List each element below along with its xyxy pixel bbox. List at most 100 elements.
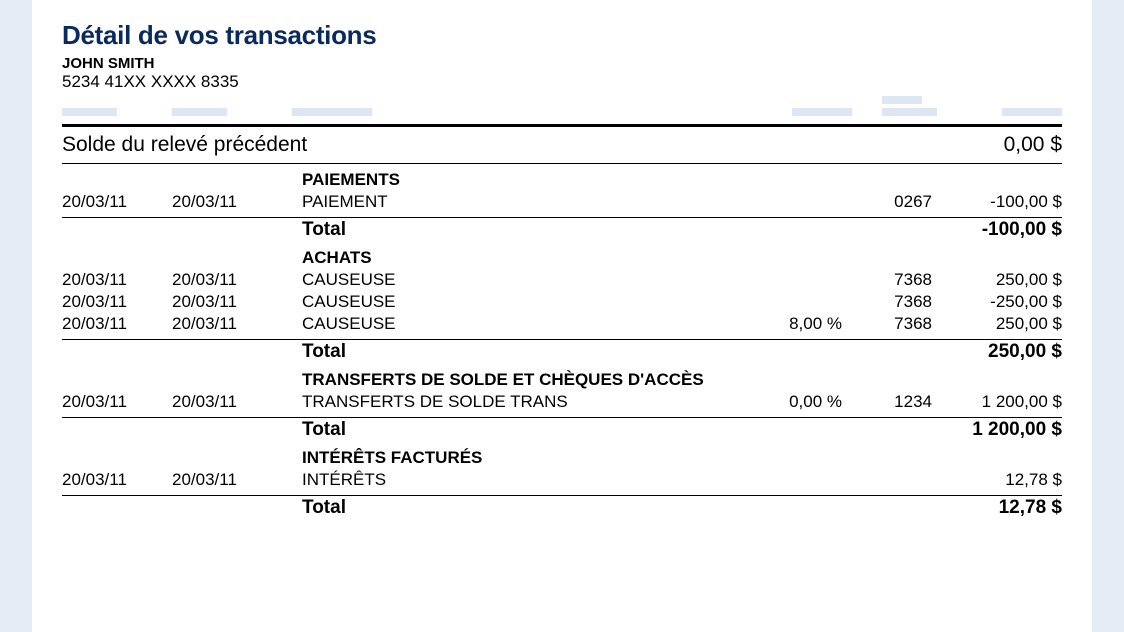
total-label: Total [302,496,752,520]
section-total-row: Total 250,00 $ [62,340,1062,364]
cell-empty [752,418,842,442]
cell-description: INTÉRÊTS [302,469,752,491]
redacted-block [172,108,227,116]
total-label: Total [302,340,752,364]
transaction-row: 20/03/1120/03/11CAUSEUSE8,00 %7368250,00… [62,313,1062,335]
cell-empty [172,364,302,391]
cell-date-2: 20/03/11 [172,313,302,335]
cell-date-2: 20/03/11 [172,269,302,291]
cell-empty [842,442,932,469]
card-number: 5234 41XX XXXX 8335 [62,72,1062,92]
cell-empty [842,164,932,191]
cell-empty [62,164,172,191]
section-header-row: INTÉRÊTS FACTURÉS [62,442,1062,469]
cell-reference: 7368 [842,269,932,291]
cell-empty [752,340,842,364]
section-header-label: ACHATS [302,242,752,269]
cell-empty [62,418,172,442]
cell-empty [62,496,172,520]
transaction-row: 20/03/1120/03/11TRANSFERTS DE SOLDE TRAN… [62,391,1062,413]
cell-empty [752,442,842,469]
cell-empty [752,164,842,191]
cell-percent: 8,00 % [752,313,842,335]
section-total-row: Total-100,00 $ [62,218,1062,242]
transactions-table: PAIEMENTS20/03/1120/03/11PAIEMENT0267-10… [62,164,1062,520]
transaction-row: 20/03/1120/03/11CAUSEUSE7368250,00 $ [62,269,1062,291]
cell-empty [842,496,932,520]
cell-date-2: 20/03/11 [172,391,302,413]
cell-amount: 12,78 $ [932,469,1062,491]
cell-reference: 0267 [842,191,932,213]
cell-empty [932,442,1062,469]
cell-empty [842,364,932,391]
cell-empty [932,364,1062,391]
previous-balance-row: Solde du relevé précédent 0,00 $ [62,127,1062,163]
section-header-label: INTÉRÊTS FACTURÉS [302,442,752,469]
previous-balance-label: Solde du relevé précédent [62,133,307,157]
cell-date-2: 20/03/11 [172,469,302,491]
cell-empty [752,218,842,242]
cell-empty [62,442,172,469]
cell-empty [932,164,1062,191]
cell-percent [752,469,842,491]
section-header-label: TRANSFERTS DE SOLDE ET CHÈQUES D'ACCÈS [302,364,752,391]
account-holder: JOHN SMITH [62,55,1062,72]
cell-reference: 7368 [842,291,932,313]
cell-percent: 0,00 % [752,391,842,413]
cell-empty [172,164,302,191]
cell-date-1: 20/03/11 [62,291,172,313]
cell-description: PAIEMENT [302,191,752,213]
cell-empty [842,242,932,269]
redacted-header-row [62,96,1062,118]
redacted-block [882,96,922,104]
cell-date-1: 20/03/11 [62,313,172,335]
cell-empty [172,418,302,442]
redacted-block [292,108,372,116]
cell-date-2: 20/03/11 [172,191,302,213]
cell-amount: -100,00 $ [932,191,1062,213]
total-amount: 12,78 $ [932,496,1062,520]
cell-percent [752,191,842,213]
redacted-block [882,108,937,116]
transaction-row: 20/03/1120/03/11INTÉRÊTS12,78 $ [62,469,1062,491]
cell-amount: 1 200,00 $ [932,391,1062,413]
cell-date-1: 20/03/11 [62,269,172,291]
cell-reference [842,469,932,491]
section-header-label: PAIEMENTS [302,164,752,191]
total-amount: 250,00 $ [932,340,1062,364]
section-total-row: Total 12,78 $ [62,496,1062,520]
cell-empty [172,340,302,364]
cell-percent [752,269,842,291]
section-header-row: PAIEMENTS [62,164,1062,191]
cell-date-1: 20/03/11 [62,391,172,413]
cell-empty [62,242,172,269]
cell-empty [842,218,932,242]
transaction-row: 20/03/1120/03/11PAIEMENT0267-100,00 $ [62,191,1062,213]
cell-empty [172,242,302,269]
statement-sheet: Détail de vos transactions JOHN SMITH 52… [32,0,1092,632]
cell-description: CAUSEUSE [302,291,752,313]
cell-amount: 250,00 $ [932,269,1062,291]
redacted-block [62,108,117,116]
cell-description: CAUSEUSE [302,269,752,291]
total-label: Total [302,418,752,442]
cell-description: CAUSEUSE [302,313,752,335]
section-header-row: TRANSFERTS DE SOLDE ET CHÈQUES D'ACCÈS [62,364,1062,391]
cell-date-2: 20/03/11 [172,291,302,313]
cell-date-1: 20/03/11 [62,469,172,491]
cell-reference: 7368 [842,313,932,335]
previous-balance-amount: 0,00 $ [1004,133,1062,157]
redacted-block [1002,108,1062,116]
cell-amount: -250,00 $ [932,291,1062,313]
cell-empty [62,340,172,364]
cell-empty [842,418,932,442]
cell-percent [752,291,842,313]
cell-description: TRANSFERTS DE SOLDE TRANS [302,391,752,413]
cell-empty [172,218,302,242]
cell-empty [752,364,842,391]
cell-empty [62,218,172,242]
cell-empty [172,442,302,469]
cell-empty [752,496,842,520]
section-header-row: ACHATS [62,242,1062,269]
cell-amount: 250,00 $ [932,313,1062,335]
